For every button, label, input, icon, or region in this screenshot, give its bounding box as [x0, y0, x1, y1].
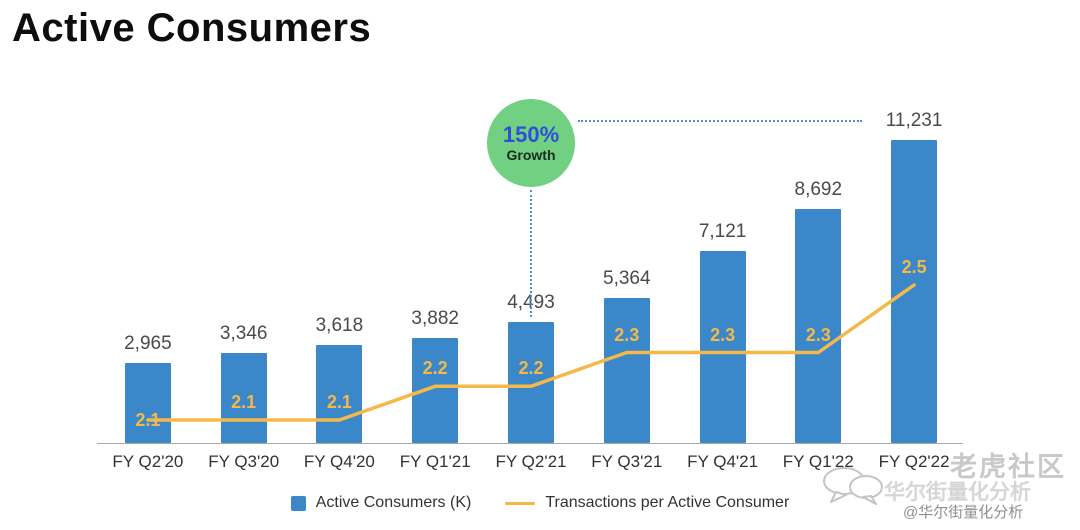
x-axis-label: FY Q3'20: [208, 452, 280, 471]
x-axis-label: FY Q2'22: [878, 452, 950, 471]
bar-value-label: 7,121: [698, 220, 747, 242]
line-value-label: 2.1: [231, 392, 257, 412]
growth-badge-label: Growth: [506, 146, 556, 163]
line-swatch-icon: [505, 501, 536, 505]
x-axis: [97, 443, 963, 444]
legend-line-label: Transactions per Active Consumer: [545, 494, 790, 511]
line-value-label: 2.2: [422, 358, 448, 379]
growth-badge: 150% Growth: [487, 99, 575, 187]
legend: Active Consumers (K) Transactions per Ac…: [0, 494, 1080, 512]
legend-bar-label: Active Consumers (K): [315, 494, 472, 511]
page-title: Active Consumers: [12, 6, 372, 50]
annotation-dotted-horizontal-line: [578, 120, 862, 122]
bar-swatch-icon: [290, 495, 306, 511]
x-axis-label: FY Q3'21: [591, 452, 663, 471]
x-axis-label: FY Q4'20: [303, 452, 375, 471]
growth-badge-percent: 150%: [502, 121, 560, 147]
watermark-handle-text: @华尔街量化分析: [903, 504, 1024, 521]
bar: [603, 298, 650, 443]
x-axis-label: FY Q2'20: [112, 452, 184, 471]
watermark-brand-text: 华尔街量化分析: [884, 481, 1031, 504]
bar: [124, 363, 171, 443]
x-axis-label: FY Q1'21: [399, 452, 471, 471]
line-value-label: 2.2: [518, 358, 544, 379]
bar: [412, 338, 459, 443]
chat-bubbles-icon: [822, 466, 884, 511]
watermark-community-text: 老虎社区: [950, 452, 1066, 482]
line-value-label: 2.5: [901, 257, 927, 277]
annotation-dotted-vertical-line: [530, 190, 532, 317]
x-axis-label: FY Q4'21: [687, 452, 759, 471]
bar: [508, 321, 554, 443]
x-axis-label: FY Q1'22: [782, 452, 854, 471]
line-value-label: 2.1: [135, 410, 161, 430]
bar-value-label: 8,692: [794, 178, 843, 200]
line-value-label: 2.1: [326, 392, 352, 412]
x-axis-label: FY Q2'21: [495, 452, 567, 471]
legend-item-bars: Active Consumers (K): [290, 494, 472, 512]
line-value-label: 2.3: [710, 324, 736, 345]
bar: [699, 250, 746, 443]
line-value-label: 2.3: [614, 324, 640, 345]
line-value-label: 2.3: [805, 324, 831, 345]
bar-value-label: 11,231: [885, 110, 943, 131]
bar-value-label: 5,364: [603, 268, 651, 290]
legend-item-line: Transactions per Active Consumer: [505, 494, 789, 512]
bar: [891, 140, 938, 443]
